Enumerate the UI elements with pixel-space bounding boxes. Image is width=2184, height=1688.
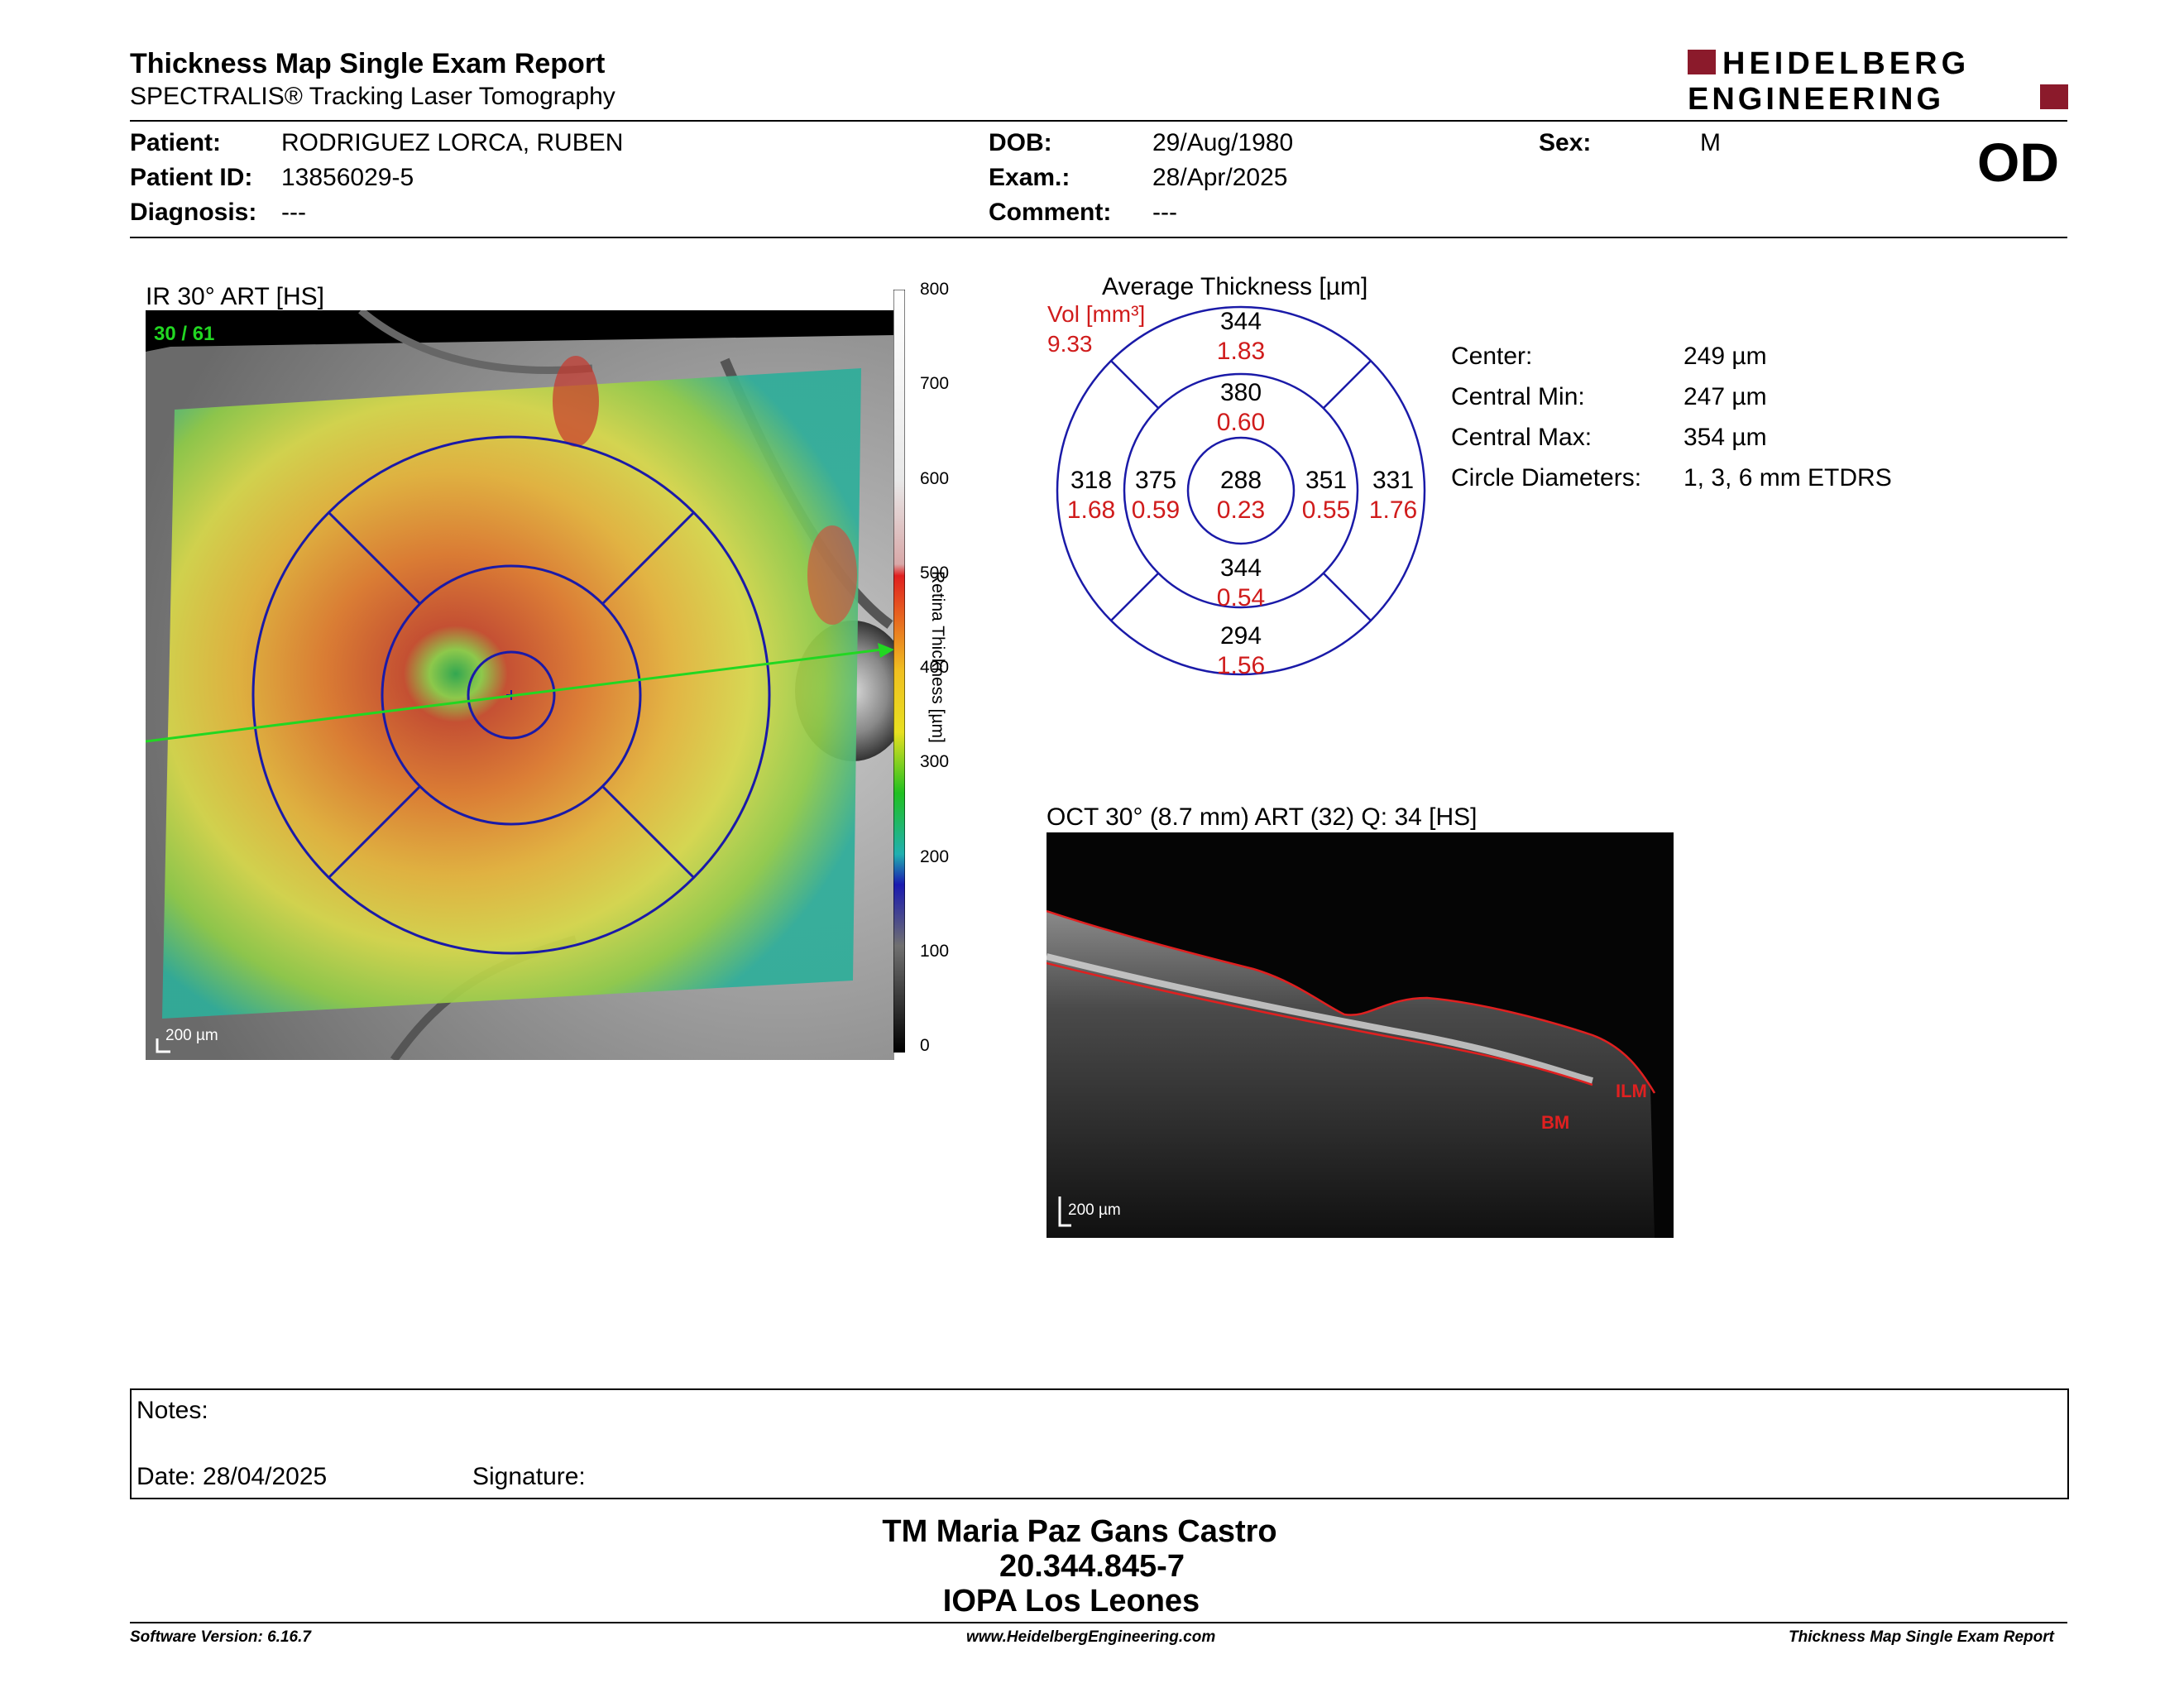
outer-inferior-thickness: 294 [1220, 622, 1262, 650]
thickness-colorbar [893, 290, 905, 1053]
ir-thickness-map[interactable]: 30 / 61 200 µm [146, 310, 894, 1060]
patient-divider [130, 237, 2067, 238]
vol-total: 9.33 [1047, 331, 1093, 357]
signer-name: TM Maria Paz Gans Castro [882, 1514, 1277, 1549]
scan-line [146, 648, 883, 743]
colorbar-tick: 400 [920, 658, 950, 677]
signer-id: 20.344.845-7 [999, 1549, 1185, 1584]
ilm-boundary [1046, 909, 1656, 1094]
logo-square-top [1688, 50, 1716, 74]
central-min-value: 247 µm [1684, 383, 1767, 410]
ilm-label: ILM [1616, 1081, 1647, 1101]
circle-diameters-value: 1, 3, 6 mm ETDRS [1684, 464, 1892, 492]
oct-bscan[interactable]: ILM BM 200 µm [1046, 832, 1674, 1238]
inner-superior-thickness: 380 [1220, 379, 1262, 406]
central-max-label: Central Max: [1451, 424, 1592, 451]
colorbar-tick: 200 [920, 846, 950, 866]
signature-label: Signature: [472, 1463, 586, 1490]
patient-name: RODRIGUEZ LORCA, RUBEN [281, 129, 624, 156]
footer-website[interactable]: www.HeidelbergEngineering.com [966, 1628, 1216, 1646]
etdrs-title: Average Thickness [µm] [1102, 273, 1368, 300]
scale-bar-icon [1058, 1196, 1071, 1227]
colorbar-label: Retina Thickness [µm] [928, 571, 947, 743]
colorbar-tick: 600 [920, 468, 950, 488]
thickness-hotspot [807, 525, 857, 625]
frame-counter: 30 / 61 [154, 323, 214, 345]
comment-label: Comment: [989, 199, 1112, 226]
diagnosis-value: --- [281, 199, 306, 226]
inner-temporal-volume: 0.59 [1132, 496, 1180, 524]
outer-superior-thickness: 344 [1220, 308, 1262, 335]
report-title: Thickness Map Single Exam Report [130, 48, 606, 79]
eye-indicator: OD [1977, 132, 2059, 193]
thickness-hotspot [553, 356, 599, 447]
inner-inferior-thickness: 344 [1220, 554, 1262, 582]
rpe-band [1046, 953, 1593, 1084]
oct-scale-label: 200 µm [1068, 1201, 1121, 1219]
sex-label: Sex: [1539, 129, 1592, 156]
inner-superior-volume: 0.60 [1217, 409, 1265, 436]
diagnosis-label: Diagnosis: [130, 199, 257, 226]
inner-nasal-thickness: 351 [1305, 467, 1347, 494]
logo-square-bottom [2040, 84, 2068, 109]
inner-temporal-thickness: 375 [1135, 467, 1176, 494]
header-divider [130, 120, 2067, 122]
logo-text-heidelberg: HEIDELBERG [1722, 46, 1970, 81]
footer-divider [130, 1622, 2067, 1623]
bm-label: BM [1541, 1112, 1569, 1133]
vessel [358, 310, 593, 374]
signer-institution: IOPA Los Leones [942, 1584, 1200, 1618]
vol-label: Vol [mm³] [1047, 301, 1146, 327]
colorbar-tick: 0 [920, 1036, 930, 1055]
notes-box[interactable]: Notes: Date: 28/04/2025 Signature: [130, 1388, 2069, 1499]
exam-date: 28/Apr/2025 [1152, 164, 1288, 191]
colorbar-tick: 500 [920, 563, 950, 583]
report-subtitle: SPECTRALIS® Tracking Laser Tomography [130, 83, 615, 110]
ir-image-title: IR 30° ART [HS] [146, 283, 324, 310]
sex-value: M [1700, 129, 1721, 156]
scan-arrow [878, 643, 894, 658]
scale-bar-icon [156, 1038, 170, 1053]
patient-id-label: Patient ID: [130, 164, 253, 191]
inner-nasal-volume: 0.55 [1302, 496, 1350, 524]
patient-id: 13856029-5 [281, 164, 414, 191]
oct-image-title: OCT 30° (8.7 mm) ART (32) Q: 34 [HS] [1046, 803, 1478, 831]
inner-inferior-volume: 0.54 [1217, 584, 1265, 611]
footer-report-name: Thickness Map Single Exam Report [1789, 1628, 2054, 1646]
center-label: Center: [1451, 343, 1533, 370]
outer-nasal-thickness: 331 [1372, 467, 1414, 494]
logo-text-engineering: ENGINEERING [1688, 82, 1944, 114]
outer-nasal-volume: 1.76 [1369, 496, 1417, 524]
colorbar-tick: 100 [920, 941, 950, 961]
central-min-label: Central Min: [1451, 383, 1585, 410]
colorbar-tick: 800 [920, 280, 950, 299]
central-max-value: 354 µm [1684, 424, 1767, 451]
dob-label: DOB: [989, 129, 1052, 156]
etdrs-grid-overlay [251, 435, 771, 955]
circle-diameters-label: Circle Diameters: [1451, 464, 1642, 492]
center-volume: 0.23 [1217, 496, 1265, 524]
bm-boundary [1046, 961, 1593, 1086]
etdrs-grid: 344 1.83 380 0.60 318 1.68 375 0.59 288 … [1056, 305, 1426, 677]
outer-temporal-volume: 1.68 [1067, 496, 1115, 524]
center-value: 249 µm [1684, 343, 1767, 370]
outer-temporal-thickness: 318 [1070, 467, 1112, 494]
colorbar-tick: 300 [920, 752, 950, 772]
outer-inferior-volume: 1.56 [1217, 652, 1265, 677]
heidelberg-engineering-logo: HEIDELBERG ENGINEERING [1688, 46, 2068, 114]
notes-date: Date: 28/04/2025 [136, 1463, 328, 1490]
dob-value: 29/Aug/1980 [1152, 129, 1294, 156]
patient-label: Patient: [130, 129, 222, 156]
comment-value: --- [1152, 199, 1177, 226]
software-version: Software Version: 6.16.7 [130, 1628, 311, 1646]
exam-label: Exam.: [989, 164, 1070, 191]
colorbar-tick: 700 [920, 374, 950, 394]
outer-superior-volume: 1.83 [1217, 338, 1265, 365]
notes-label: Notes: [136, 1397, 208, 1424]
center-thickness: 288 [1220, 467, 1262, 494]
ir-scale-label: 200 µm [165, 1027, 218, 1044]
